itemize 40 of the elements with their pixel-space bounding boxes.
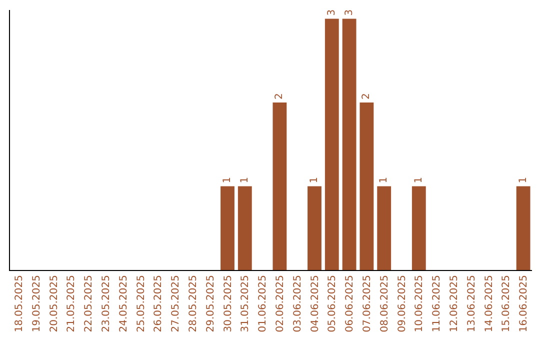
x-tick-label: 29.05.2025 (205, 275, 216, 332)
x-tick-label: 02.06.2025 (274, 275, 286, 332)
x-tick-label: 07.06.2025 (362, 275, 373, 332)
x-tick-label: 22.05.2025 (84, 275, 95, 332)
x-tick-label: 21.05.2025 (66, 275, 78, 332)
data-label: 2 (361, 93, 372, 100)
data-label: 1 (222, 176, 233, 184)
x-tick-label: 01.06.2025 (258, 275, 269, 332)
x-tick-label: 05.06.2025 (327, 275, 338, 332)
data-label: 1 (413, 176, 424, 184)
x-tick-label: 24.05.2025 (118, 275, 130, 332)
x-tick-label: 30.05.2025 (222, 275, 234, 332)
x-tick-label: 23.05.2025 (100, 275, 112, 332)
data-label: 1 (378, 176, 390, 184)
data-label: 1 (518, 176, 529, 184)
x-tick-label: 03.06.2025 (292, 275, 304, 332)
data-label: 1 (239, 176, 250, 184)
x-tick-label: 31.05.2025 (240, 275, 252, 332)
x-tick-label: 18.05.2025 (14, 275, 25, 332)
x-tick-label: 12.06.2025 (448, 275, 460, 332)
x-tick-label: 13.06.2025 (466, 275, 478, 332)
x-tick-label: 27.05.2025 (170, 275, 182, 332)
x-tick-label: 11.06.2025 (432, 275, 443, 332)
data-label: 2 (274, 93, 286, 100)
x-tick-label: 16.06.2025 (518, 275, 530, 332)
x-tick-label: 25.05.2025 (136, 275, 147, 332)
x-tick-label: 19.05.2025 (31, 275, 42, 332)
x-tick-label: 28.05.2025 (188, 275, 199, 332)
x-tick-label: 04.06.2025 (310, 275, 321, 332)
x-tick-label: 14.06.2025 (484, 275, 495, 332)
x-tick-label: 20.05.2025 (48, 275, 60, 332)
data-label: 3 (344, 9, 355, 16)
data-label: 3 (326, 9, 338, 16)
data-label: 1 (309, 176, 320, 184)
x-tick-label: 09.06.2025 (396, 275, 408, 332)
x-tick-label: 08.06.2025 (379, 275, 390, 332)
x-tick-label: 06.06.2025 (344, 275, 356, 332)
x-tick-label: 10.06.2025 (414, 275, 426, 332)
x-tick-label: 15.06.2025 (501, 275, 512, 332)
x-tick-label: 26.05.2025 (153, 275, 164, 332)
